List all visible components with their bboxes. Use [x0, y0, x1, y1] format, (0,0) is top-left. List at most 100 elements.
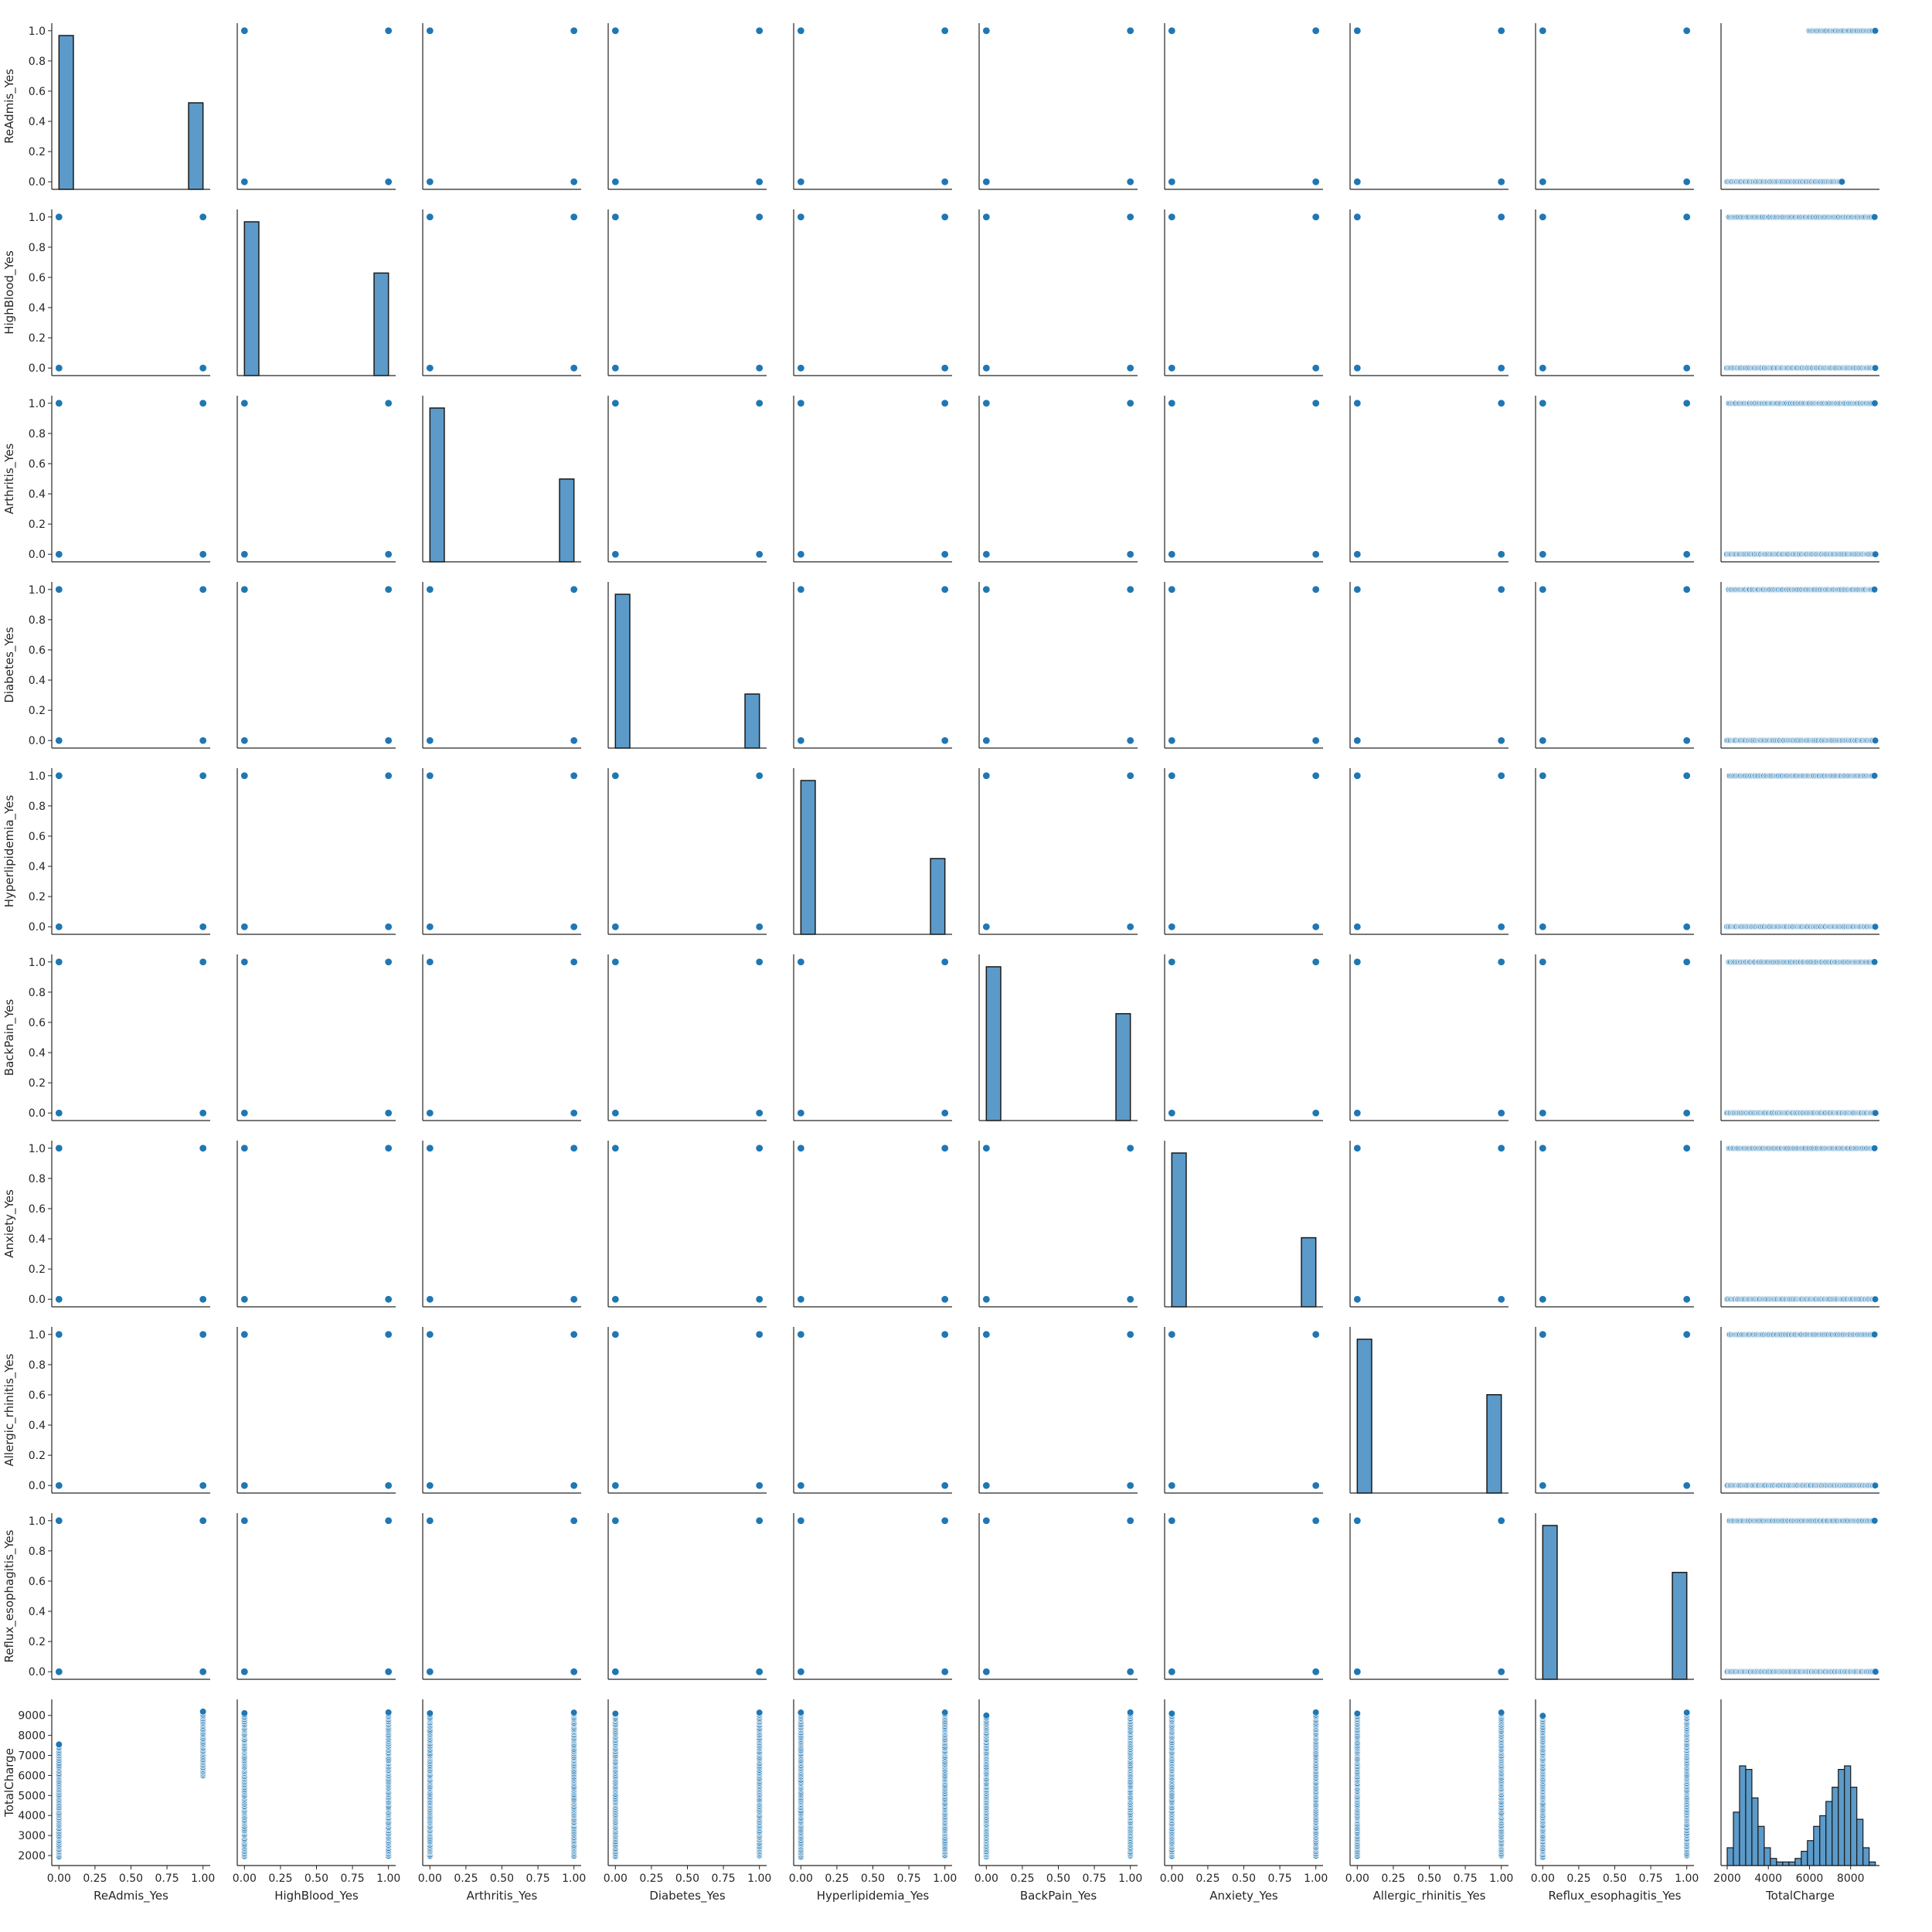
- scatter-point-0-1: [426, 771, 434, 780]
- scatter-point-0-1: [797, 1330, 805, 1338]
- panel-Arthritis_Yes-vs-Arthritis_Yes: [422, 396, 581, 563]
- scatter-point-1-1: [1497, 213, 1505, 221]
- scatter-point-1-0: [1126, 550, 1134, 559]
- scatter-point-1-1: [1682, 585, 1691, 594]
- panel-Hyperlipidemia_Yes-vs-BackPain_Yes: [978, 768, 1138, 935]
- scatter-point-0-0: [426, 1481, 434, 1490]
- scatter-point-1-0: [199, 736, 207, 745]
- scatter-point-0-0: [426, 736, 434, 745]
- scatter-point-1-1: [755, 957, 764, 966]
- scatter-point-1-0: [1682, 1109, 1691, 1117]
- y-tick-label: 0.4: [29, 1233, 46, 1246]
- scatter-point-0-0: [982, 736, 991, 745]
- hist-bar-Hyperlipidemia_Yes-0: [800, 780, 816, 935]
- scatter-point-0-0: [426, 923, 434, 931]
- x-tick-label: 0.00: [789, 1872, 813, 1885]
- panel-Allergic_rhinitis_Yes-vs-Anxiety_Yes: [1164, 1327, 1323, 1494]
- scatter-point-1-1: [199, 771, 207, 780]
- scatter-point-0-1: [426, 1330, 434, 1338]
- scatter-point-1-0: [940, 1481, 949, 1490]
- scatter-point-1-1: [1311, 26, 1320, 35]
- y-tick-label: 1.0: [29, 770, 46, 783]
- scatter-point-0-1: [426, 585, 434, 594]
- scatter-point-0-0: [240, 1109, 249, 1117]
- panel-Allergic_rhinitis_Yes-vs-Reflux_esophagitis_Yes: [1535, 1327, 1694, 1494]
- scatter-point-1-0: [570, 364, 578, 372]
- panel-Anxiety_Yes-vs-Allergic_rhinitis_Yes: [1349, 1141, 1509, 1308]
- scatter-point-0-1: [1353, 1516, 1362, 1525]
- y-tick-label: 0.0: [29, 735, 46, 747]
- hist-bar-Anxiety_Yes-1: [1301, 1236, 1317, 1308]
- scatter-point-0-0: [982, 1295, 991, 1304]
- scatter-point-1-0: [755, 178, 764, 186]
- panel-BackPain_Yes-vs-Reflux_esophagitis_Yes: [1535, 954, 1694, 1121]
- panel-BackPain_Yes-vs-Hyperlipidemia_Yes: [793, 954, 952, 1121]
- x-axis-label-Diabetes_Yes: Diabetes_Yes: [649, 1889, 725, 1903]
- scatter-point-1-1: [384, 1516, 393, 1525]
- scatter-point-1-1: [1126, 1330, 1134, 1338]
- hist-bar-ReAdmis_Yes-0: [58, 35, 74, 190]
- x-tick-label: 0.25: [825, 1872, 849, 1885]
- y-tick-label: 0.0: [29, 1480, 46, 1492]
- y-axis-label-Arthritis_Yes: Arthritis_Yes: [2, 443, 17, 514]
- scatter-point-0-0: [1353, 1109, 1362, 1117]
- scatter-point-1-1: [570, 1330, 578, 1338]
- scatter-point-1-0: [570, 736, 578, 745]
- scatter-point-0-1: [426, 213, 434, 221]
- scatter-point-1-0: [384, 1295, 393, 1304]
- scatter-point-0-1: [797, 399, 805, 407]
- panel-Hyperlipidemia_Yes-vs-Anxiety_Yes: [1164, 768, 1323, 935]
- panel-ReAdmis_Yes-vs-Anxiety_Yes: [1164, 23, 1323, 190]
- y-tick-label: 0.8: [29, 242, 46, 254]
- panel-HighBlood_Yes-vs-Allergic_rhinitis_Yes: [1349, 209, 1509, 376]
- y-tick-label: 6000: [18, 1770, 46, 1782]
- scatter-point-0-0: [426, 1295, 434, 1304]
- y-tick-label: 1.0: [29, 398, 46, 410]
- x-axis-label-HighBlood_Yes: HighBlood_Yes: [274, 1889, 359, 1903]
- panel-HighBlood_Yes-vs-BackPain_Yes: [978, 209, 1138, 376]
- scatter-point-0-1: [240, 957, 249, 966]
- x-tick-label: 0.50: [675, 1872, 699, 1885]
- scatter-point-0-0: [611, 550, 620, 559]
- scatter-point-1-1: [940, 585, 949, 594]
- scatter-point-0-1: [797, 1144, 805, 1152]
- y-axis-label-ReAdmis_Yes: ReAdmis_Yes: [2, 69, 17, 144]
- scatter-point-0-1: [240, 771, 249, 780]
- scatter-point-1-0: [199, 923, 207, 931]
- scatter-point-0-1: [1168, 585, 1176, 594]
- scatter-point-1: [756, 1709, 764, 1716]
- scatter-point-1-1: [384, 771, 393, 780]
- scatter-point-1-1: [1497, 771, 1505, 780]
- scatter-point-0-0: [426, 1109, 434, 1117]
- scatter-point-0: [1871, 1295, 1879, 1303]
- scatter-point-0: [982, 1712, 990, 1719]
- scatter-point-1-1: [1311, 771, 1320, 780]
- scatter-point-1-0: [1126, 178, 1134, 186]
- panel-Arthritis_Yes-vs-Allergic_rhinitis_Yes: [1349, 396, 1509, 563]
- x-tick-label: 0.75: [712, 1872, 736, 1885]
- scatter-point-0-0: [1168, 1668, 1176, 1676]
- panel-Reflux_esophagitis_Yes-vs-Arthritis_Yes: [422, 1513, 581, 1680]
- panel-Anxiety_Yes-vs-BackPain_Yes: [978, 1141, 1138, 1308]
- scatter-point-0-1: [611, 26, 620, 35]
- scatter-point-1-0: [1311, 1481, 1320, 1490]
- y-tick-label: 0.8: [29, 1173, 46, 1185]
- scatter-point-0-0: [982, 1668, 991, 1676]
- x-tick-label: 0.75: [897, 1872, 921, 1885]
- panel-Reflux_esophagitis_Yes-vs-Anxiety_Yes: [1164, 1513, 1323, 1680]
- scatter-point-1-0: [1311, 550, 1320, 559]
- scatter-point-0-1: [1539, 1330, 1547, 1338]
- scatter-point-0-0: [55, 923, 63, 931]
- x-tick-label: 0.25: [639, 1872, 663, 1885]
- panel-BackPain_Yes-vs-BackPain_Yes: [978, 954, 1138, 1121]
- scatter-point-1-0: [570, 1481, 578, 1490]
- scatter-point-1-0: [940, 736, 949, 745]
- panel-Anxiety_Yes-vs-Diabetes_Yes: [607, 1141, 767, 1308]
- scatter-point-0-1: [240, 26, 249, 35]
- scatter-point-0-1: [240, 1330, 249, 1338]
- scatter-point-1-1: [940, 1516, 949, 1525]
- scatter-point-1-1: [199, 957, 207, 966]
- panel-BackPain_Yes-vs-TotalCharge: [1720, 954, 1879, 1121]
